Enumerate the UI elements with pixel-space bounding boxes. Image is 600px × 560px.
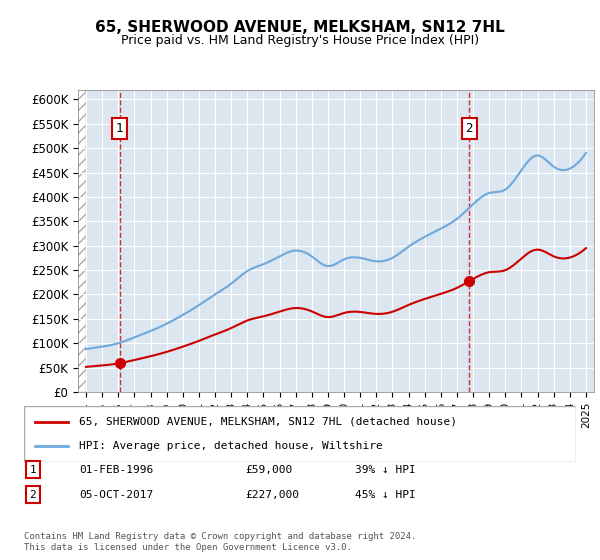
- Text: 2: 2: [465, 122, 473, 135]
- Text: £227,000: £227,000: [245, 490, 299, 500]
- Text: Contains HM Land Registry data © Crown copyright and database right 2024.
This d: Contains HM Land Registry data © Crown c…: [24, 532, 416, 552]
- Text: 05-OCT-2017: 05-OCT-2017: [79, 490, 154, 500]
- Text: 2: 2: [29, 490, 36, 500]
- Text: 39% ↓ HPI: 39% ↓ HPI: [355, 465, 416, 474]
- Text: 1: 1: [116, 122, 124, 135]
- Text: HPI: Average price, detached house, Wiltshire: HPI: Average price, detached house, Wilt…: [79, 441, 383, 451]
- Text: 01-FEB-1996: 01-FEB-1996: [79, 465, 154, 474]
- Text: 65, SHERWOOD AVENUE, MELKSHAM, SN12 7HL (detached house): 65, SHERWOOD AVENUE, MELKSHAM, SN12 7HL …: [79, 417, 457, 427]
- FancyBboxPatch shape: [24, 406, 576, 462]
- Text: £59,000: £59,000: [245, 465, 292, 474]
- Text: 45% ↓ HPI: 45% ↓ HPI: [355, 490, 416, 500]
- Bar: [78, 90, 86, 392]
- Text: Price paid vs. HM Land Registry's House Price Index (HPI): Price paid vs. HM Land Registry's House …: [121, 34, 479, 46]
- Text: 65, SHERWOOD AVENUE, MELKSHAM, SN12 7HL: 65, SHERWOOD AVENUE, MELKSHAM, SN12 7HL: [95, 20, 505, 35]
- Text: 1: 1: [29, 465, 36, 474]
- Polygon shape: [78, 90, 86, 392]
